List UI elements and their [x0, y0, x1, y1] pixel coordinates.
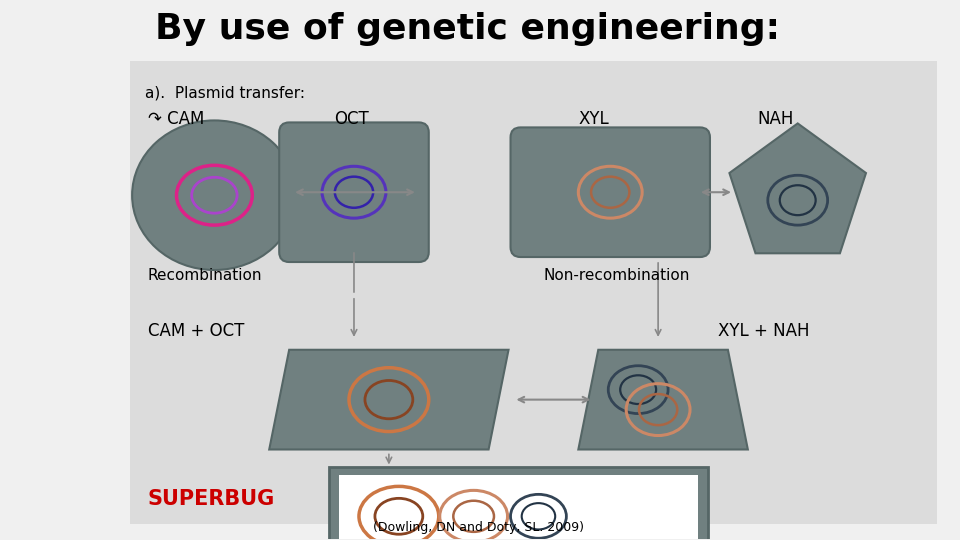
Text: SUPERBUG: SUPERBUG — [148, 489, 275, 509]
Text: Recombination: Recombination — [148, 268, 262, 283]
Bar — [130, 60, 937, 524]
Text: OCT: OCT — [334, 111, 369, 129]
Bar — [339, 475, 698, 540]
Text: NAH: NAH — [757, 111, 794, 129]
Polygon shape — [578, 350, 748, 449]
FancyBboxPatch shape — [511, 127, 710, 257]
Text: XYL + NAH: XYL + NAH — [718, 322, 809, 340]
Text: By use of genetic engineering:: By use of genetic engineering: — [155, 12, 780, 46]
Bar — [329, 468, 708, 540]
Polygon shape — [269, 350, 509, 449]
Polygon shape — [730, 124, 866, 253]
Text: ↷ CAM: ↷ CAM — [148, 111, 204, 129]
Ellipse shape — [132, 120, 297, 270]
Text: CAM + OCT: CAM + OCT — [148, 322, 244, 340]
Text: XYL: XYL — [578, 111, 609, 129]
Text: Non-recombination: Non-recombination — [543, 268, 690, 283]
Text: a).  Plasmid transfer:: a). Plasmid transfer: — [145, 85, 304, 100]
Text: (Dowling, DN and Doty, SL. 2009): (Dowling, DN and Doty, SL. 2009) — [373, 521, 584, 534]
FancyBboxPatch shape — [279, 123, 429, 262]
